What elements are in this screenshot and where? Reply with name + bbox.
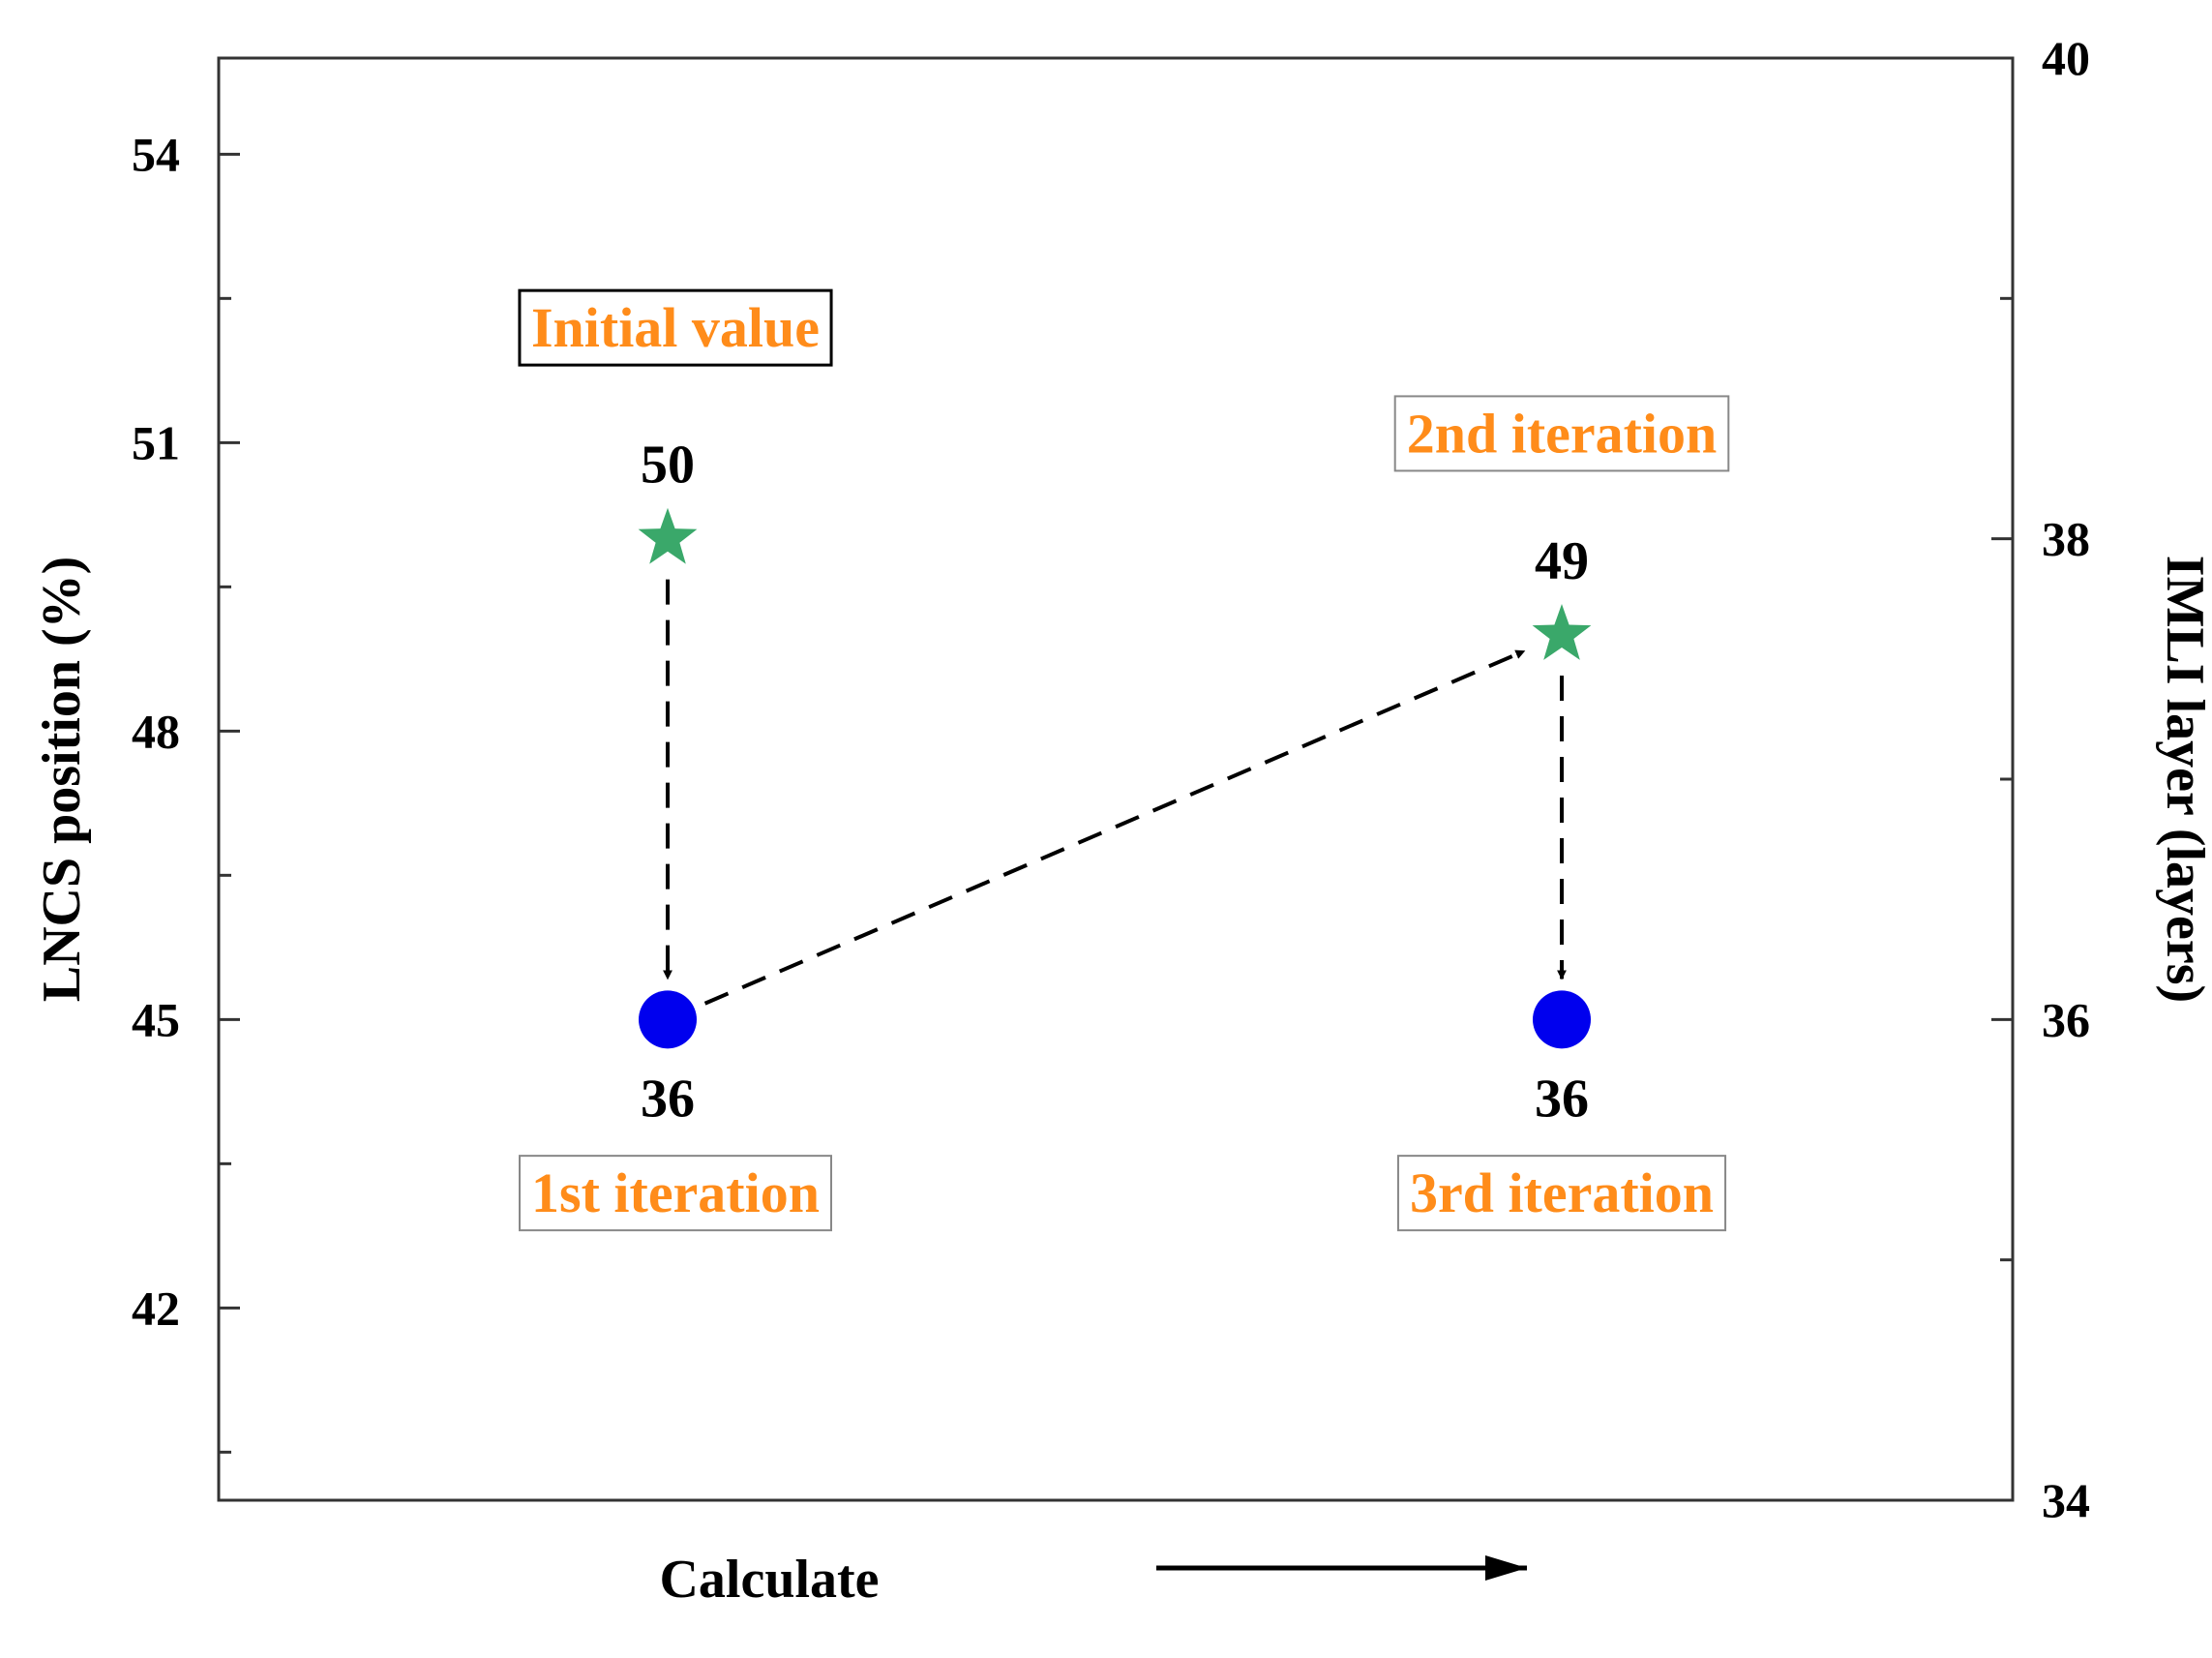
value-label: 49 — [1535, 531, 1589, 591]
data-points: 50 49 36 36 — [638, 436, 1592, 1129]
star-marker — [1532, 604, 1592, 660]
annotations: Initial value 1st iteration 2nd iteration 3… — [518, 288, 1730, 1232]
y-tick-label: 54 — [132, 127, 180, 181]
annotation: Initial value — [518, 288, 833, 367]
y2-tick-label: 38 — [2042, 512, 2090, 566]
y2-tick-label: 36 — [2042, 992, 2090, 1046]
x-direction-arrow-head — [1485, 1555, 1527, 1581]
annotation-box — [1396, 1155, 1727, 1232]
annotation-text: 1st iteration — [531, 1161, 820, 1224]
circle-marker — [639, 990, 697, 1049]
annotation: 1st iteration — [519, 1155, 832, 1232]
y2-tick-label: 40 — [2042, 31, 2090, 85]
annotation-text: 3rd iteration — [1410, 1161, 1714, 1224]
dashed-arrow — [703, 648, 1526, 1006]
y2-axis-title: IMLI layer (layers) — [2155, 556, 2212, 1003]
y-tick-label: 51 — [132, 415, 180, 469]
y-tick-label: 45 — [132, 992, 180, 1046]
value-label: 50 — [641, 436, 695, 496]
y-tick-label: 48 — [132, 704, 180, 758]
annotation: 2nd iteration — [1393, 395, 1730, 472]
star-marker — [638, 507, 698, 564]
y-axis-title: LNCS position (%) — [32, 557, 92, 1003]
value-label: 36 — [1535, 1069, 1589, 1129]
value-label: 36 — [641, 1069, 695, 1129]
annotation-box — [518, 288, 833, 367]
circle-marker — [1533, 990, 1591, 1049]
y2-tick-label: 34 — [2042, 1473, 2090, 1527]
right-axis: 34 36 38 40 — [1991, 31, 2090, 1527]
y-tick-label: 42 — [132, 1281, 180, 1335]
annotation-text: Initial value — [531, 296, 820, 359]
annotation-box — [519, 1155, 832, 1232]
annotation-text: 2nd iteration — [1407, 402, 1718, 465]
annotation-box — [1393, 395, 1730, 472]
iteration-arrows — [663, 579, 1567, 1006]
annotation: 3rd iteration — [1396, 1155, 1727, 1232]
x-axis-title: Calculate — [659, 1550, 879, 1610]
plot-frame — [217, 56, 2015, 1502]
left-axis: 42 45 48 51 54 — [132, 127, 240, 1454]
